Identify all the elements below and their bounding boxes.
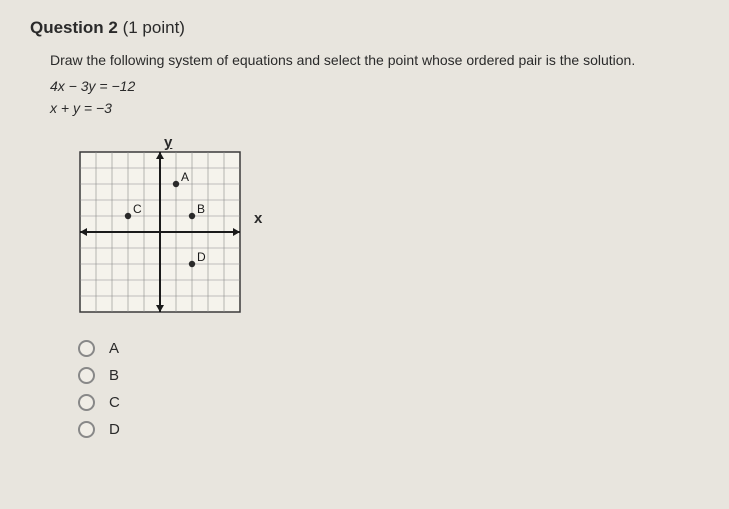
question-points: (1 point) — [123, 18, 185, 37]
option-label: C — [109, 394, 120, 411]
question-prompt: Draw the following system of equations a… — [50, 50, 699, 71]
x-axis-label: x — [254, 210, 262, 227]
svg-text:D: D — [197, 250, 206, 264]
option-label: A — [109, 340, 119, 357]
option-label: B — [109, 367, 119, 384]
question-header: Question 2 (1 point) — [30, 18, 699, 38]
svg-text:C: C — [133, 202, 142, 216]
equation-1: 4x − 3y = −12 — [50, 75, 699, 97]
radio-icon — [78, 340, 95, 357]
option-b[interactable]: B — [78, 367, 699, 384]
equation-2: x + y = −3 — [50, 97, 699, 119]
radio-icon — [78, 421, 95, 438]
radio-icon — [78, 394, 95, 411]
coordinate-graph: A C B D — [70, 138, 250, 313]
question-number: Question 2 — [30, 18, 118, 37]
option-a[interactable]: A — [78, 340, 699, 357]
option-d[interactable]: D — [78, 421, 699, 438]
svg-text:A: A — [181, 170, 189, 184]
option-c[interactable]: C — [78, 394, 699, 411]
graph-container: y x ACBD — [70, 138, 270, 318]
answer-options: A B C D — [78, 340, 699, 438]
radio-icon — [78, 367, 95, 384]
option-label: D — [109, 421, 120, 438]
y-axis-label: y — [164, 134, 172, 151]
svg-text:B: B — [197, 202, 205, 216]
